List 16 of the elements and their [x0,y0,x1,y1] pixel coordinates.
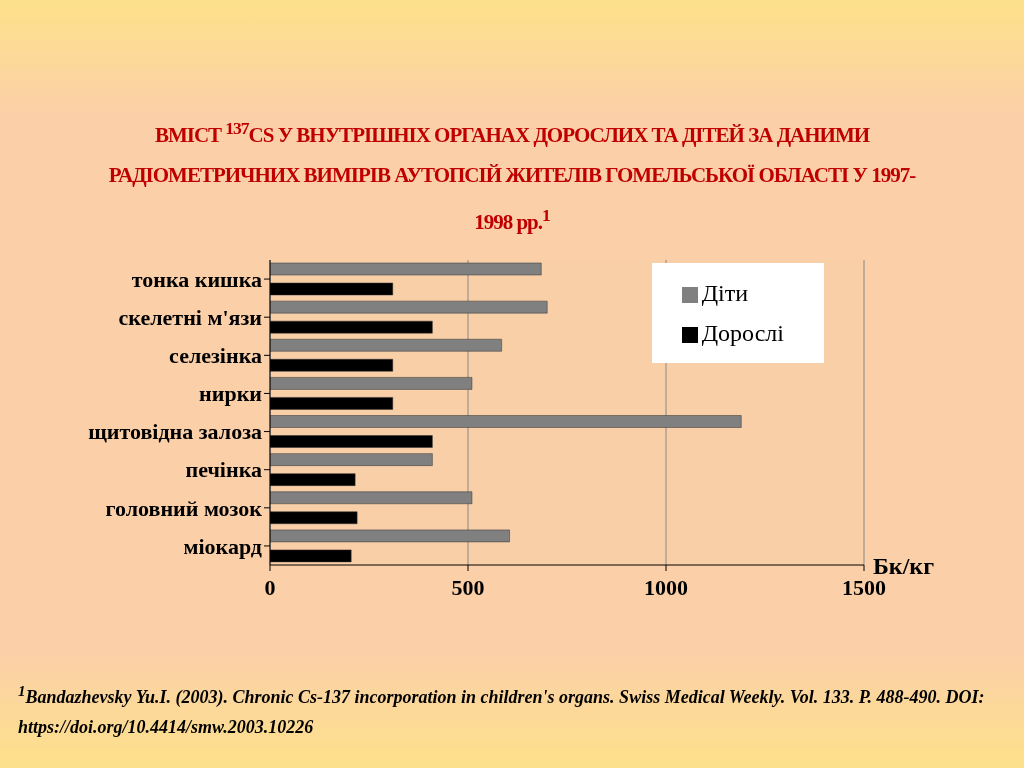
y-tick-label: нирки [199,381,263,407]
y-tick-label: тонка кишка [131,266,262,292]
y-tick-label: головний мозок [105,495,263,521]
text: $^{1}$Bandazhevsky Yu.I. (2003). Chronic Cs-137 incorporation in children's organs. Swiss Medical Weekly. Vol. 133. P. 488-490. DOI: https://doi.org/10.4414/smw.2003.10226 [18,682,986,739]
chart-title: ВМІСТ $^{137}$CS У ВНУТРІШНІХ ОРГАНАХ ДОРОСЛИХ ТА ДІТЕЙ ЗА ДАНИМИ РАДІОМЕТРИЧНИХ ВИМІРІВ АУТОПСІЙ ЖИТЕЛІВ ГОМЕЛЬСЬКОЇ ОБЛАСТІ У 1997-1998 рр.$^{1}$ [107,117,917,236]
y-tick-label: печінка [185,457,262,483]
bar [270,453,433,466]
y-tick-label: міокард [183,533,262,559]
legend-label: Діти [701,280,749,306]
x-tick-label: 0 [264,574,276,600]
x-tick-label: 1000 [644,574,688,600]
y-tick-label: щитовідна залоза [88,419,262,445]
y-tick-label: селезінка [169,343,262,369]
legend-label: Дорослі [701,320,784,346]
y-tick-label: скелетні м'язи [118,305,263,330]
x-tick-label: 500 [451,574,485,600]
